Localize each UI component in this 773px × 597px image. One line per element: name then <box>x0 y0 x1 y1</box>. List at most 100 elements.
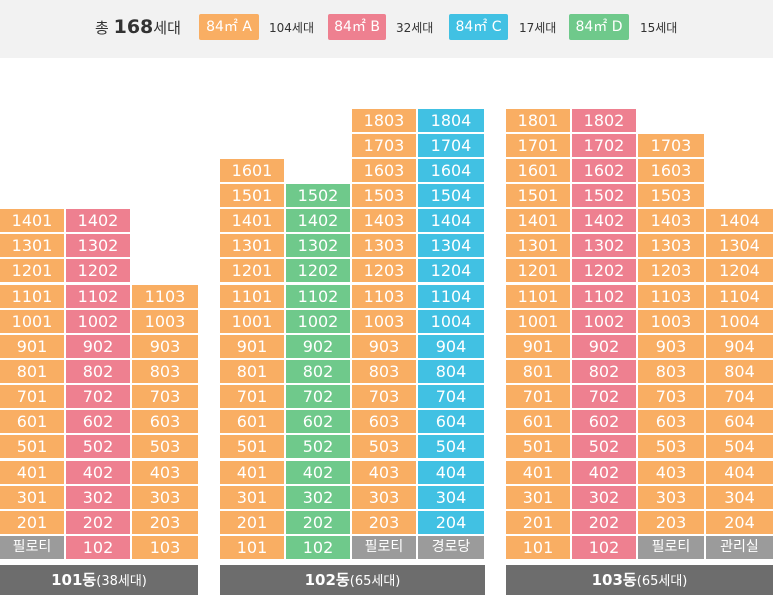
unit-103-602: 602 <box>572 410 636 434</box>
unit-102-1404: 1404 <box>418 209 484 233</box>
unit-103-803: 803 <box>638 360 704 383</box>
unit-102-1502: 1502 <box>286 183 350 207</box>
unit-102-204: 204 <box>418 510 484 534</box>
unit-103-1802: 1802 <box>572 108 636 132</box>
unit-103-304: 304 <box>706 485 773 509</box>
unit-103-102: 102 <box>572 536 636 559</box>
building-households-103: (65세대) <box>636 574 688 589</box>
unit-103-704: 704 <box>706 385 773 409</box>
unit-101-503: 503 <box>132 435 198 459</box>
unit-102-304: 304 <box>418 485 484 509</box>
unit-102-702: 702 <box>286 385 350 409</box>
facility-103-3: 필로티 <box>638 536 704 559</box>
unit-103-904: 904 <box>706 334 773 358</box>
unit-102-1504: 1504 <box>418 183 484 207</box>
legend-count-d: 15세대 <box>640 21 678 35</box>
unit-102-203: 203 <box>352 510 416 534</box>
unit-102-402: 402 <box>286 460 350 484</box>
unit-103-1801: 1801 <box>506 108 570 132</box>
unit-103-303: 303 <box>638 485 704 509</box>
legend-count-c: 17세대 <box>519 21 557 35</box>
unit-102-1403: 1403 <box>352 209 416 233</box>
unit-101-1102: 1102 <box>66 284 130 308</box>
unit-103-1501: 1501 <box>506 183 570 207</box>
building-households-102: (65세대) <box>349 574 401 589</box>
unit-103-1104: 1104 <box>706 284 773 308</box>
unit-101-703: 703 <box>132 385 198 409</box>
unit-103-1004: 1004 <box>706 309 773 333</box>
unit-103-1102: 1102 <box>572 284 636 308</box>
facility-101-1: 필로티 <box>0 536 64 559</box>
unit-103-1002: 1002 <box>572 309 636 333</box>
unit-101-702: 702 <box>66 385 130 409</box>
unit-102-301: 301 <box>220 485 284 509</box>
unit-101-201: 201 <box>0 510 64 534</box>
unit-103-404: 404 <box>706 460 773 484</box>
total-count: 168 <box>113 16 154 38</box>
unit-101-1103: 1103 <box>132 284 198 308</box>
unit-103-701: 701 <box>506 385 570 409</box>
unit-103-903: 903 <box>638 334 704 358</box>
unit-103-603: 603 <box>638 410 704 434</box>
unit-102-1103: 1103 <box>352 284 416 308</box>
unit-103-901: 901 <box>506 334 570 358</box>
unit-101-801: 801 <box>0 360 64 383</box>
unit-102-403: 403 <box>352 460 416 484</box>
unit-103-1001: 1001 <box>506 309 570 333</box>
unit-103-1603: 1603 <box>638 158 704 182</box>
unit-101-803: 803 <box>132 360 198 383</box>
unit-103-1703: 1703 <box>638 133 704 157</box>
unit-102-1303: 1303 <box>352 234 416 258</box>
building-name-103: 103동 <box>591 571 637 589</box>
unit-101-902: 902 <box>66 334 130 358</box>
unit-101-1003: 1003 <box>132 309 198 333</box>
total-suffix: 세대 <box>153 19 181 37</box>
unit-101-501: 501 <box>0 435 64 459</box>
unit-103-302: 302 <box>572 485 636 509</box>
unit-102-503: 503 <box>352 435 416 459</box>
unit-103-1601: 1601 <box>506 158 570 182</box>
building-name-101: 101동 <box>51 571 97 589</box>
building-name-102: 102동 <box>304 571 350 589</box>
unit-102-1004: 1004 <box>418 309 484 333</box>
unit-101-603: 603 <box>132 410 198 434</box>
unit-102-1601: 1601 <box>220 158 284 182</box>
unit-101-403: 403 <box>132 460 198 484</box>
unit-102-1102: 1102 <box>286 284 350 308</box>
unit-103-1503: 1503 <box>638 183 704 207</box>
unit-103-1404: 1404 <box>706 209 773 233</box>
unit-103-402: 402 <box>572 460 636 484</box>
unit-102-1002: 1002 <box>286 309 350 333</box>
unit-101-402: 402 <box>66 460 130 484</box>
unit-102-901: 901 <box>220 334 284 358</box>
unit-102-302: 302 <box>286 485 350 509</box>
unit-101-1201: 1201 <box>0 259 64 283</box>
building-label-101: 101동(38세대) <box>0 565 198 595</box>
unit-103-1502: 1502 <box>572 183 636 207</box>
unit-101-302: 302 <box>66 485 130 509</box>
unit-103-403: 403 <box>638 460 704 484</box>
unit-101-1202: 1202 <box>66 259 130 283</box>
unit-103-1003: 1003 <box>638 309 704 333</box>
unit-101-203: 203 <box>132 510 198 534</box>
unit-103-502: 502 <box>572 435 636 459</box>
unit-103-1602: 1602 <box>572 158 636 182</box>
total-prefix: 총 <box>95 19 109 37</box>
unit-103-1303: 1303 <box>638 234 704 258</box>
unit-103-802: 802 <box>572 360 636 383</box>
unit-103-1402: 1402 <box>572 209 636 233</box>
unit-103-503: 503 <box>638 435 704 459</box>
unit-103-601: 601 <box>506 410 570 434</box>
unit-102-1302: 1302 <box>286 234 350 258</box>
unit-102-701: 701 <box>220 385 284 409</box>
unit-102-1803: 1803 <box>352 108 416 132</box>
unit-103-202: 202 <box>572 510 636 534</box>
unit-101-1101: 1101 <box>0 284 64 308</box>
unit-103-1103: 1103 <box>638 284 704 308</box>
unit-101-903: 903 <box>132 334 198 358</box>
legend-count-a: 104세대 <box>269 21 314 35</box>
unit-102-101: 101 <box>220 536 284 559</box>
unit-103-201: 201 <box>506 510 570 534</box>
unit-103-703: 703 <box>638 385 704 409</box>
legend-bar: 총 168세대 84㎡ A 104세대 84㎡ B 32세대 84㎡ C 17세… <box>0 0 773 58</box>
